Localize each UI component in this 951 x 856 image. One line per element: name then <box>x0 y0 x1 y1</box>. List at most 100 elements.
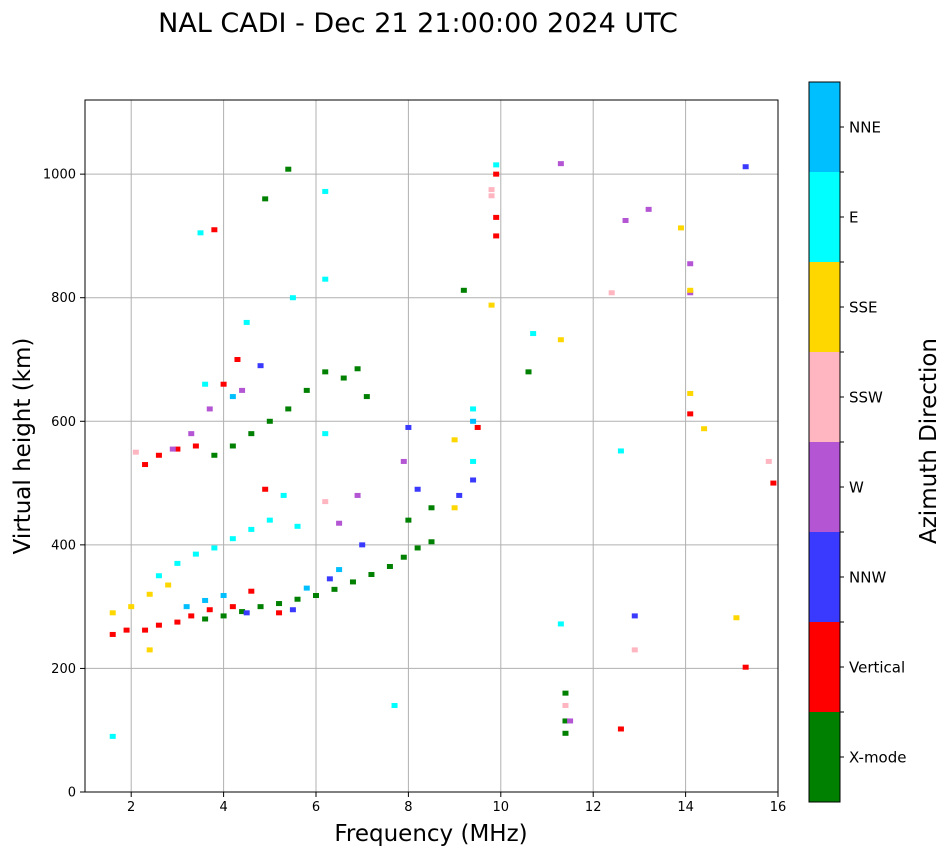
data-point <box>322 276 329 282</box>
data-point <box>451 437 458 443</box>
series-nne <box>183 394 477 610</box>
series-ssw <box>132 187 772 708</box>
data-point <box>631 613 638 619</box>
data-point <box>687 390 694 396</box>
data-point <box>391 703 398 708</box>
data-point <box>243 610 250 616</box>
plot-frame <box>84 99 779 793</box>
x-tick-label: 2 <box>127 800 135 815</box>
data-point <box>742 664 749 670</box>
data-point <box>645 206 652 212</box>
data-point <box>354 366 361 372</box>
data-point <box>303 585 310 591</box>
data-point <box>405 517 412 523</box>
data-point <box>109 631 116 637</box>
data-point <box>248 526 255 532</box>
data-point <box>493 233 500 239</box>
colorbar-segment <box>809 352 840 442</box>
data-point <box>206 406 213 412</box>
data-point <box>276 601 283 607</box>
data-point <box>188 431 195 437</box>
data-point <box>322 188 329 194</box>
data-point <box>405 424 412 430</box>
data-point <box>289 607 296 613</box>
data-point <box>280 492 287 498</box>
x-tick-label: 14 <box>677 800 694 815</box>
data-point <box>400 458 407 464</box>
data-point <box>470 458 477 464</box>
data-point <box>313 593 319 599</box>
colorbar-label: Azimuth Direction <box>916 338 942 544</box>
data-point <box>202 597 209 603</box>
data-point <box>174 446 181 452</box>
data-point <box>202 616 209 622</box>
colorbar-tick-label: E <box>849 209 858 227</box>
y-axis-label: Virtual height (km) <box>10 338 36 555</box>
data-point <box>266 517 273 523</box>
colorbar-segment <box>809 712 840 802</box>
data-point <box>331 586 338 592</box>
colorbar-tick-label: SSE <box>849 299 878 317</box>
data-point <box>414 545 421 551</box>
data-point <box>229 394 236 400</box>
colorbar-tick-label: NNE <box>849 119 881 137</box>
data-point <box>174 560 181 566</box>
data-point <box>220 381 227 387</box>
data-point <box>326 576 333 582</box>
data-point <box>294 523 301 529</box>
y-tick-label: 800 <box>51 291 76 306</box>
data-point <box>303 387 310 393</box>
colorbar-tick-label: NNW <box>849 569 886 587</box>
data-point <box>622 217 629 223</box>
colorbar: X-mode Vertical NNW W SSW SSE E NNE <box>808 81 906 803</box>
data-point <box>687 287 694 293</box>
data-point <box>687 411 694 417</box>
data-point <box>192 551 199 557</box>
data-point <box>146 647 153 653</box>
data-point <box>488 302 495 308</box>
data-point <box>562 718 569 724</box>
data-point <box>414 486 421 492</box>
data-point <box>322 431 329 437</box>
data-point <box>557 161 564 167</box>
series-e <box>109 162 624 739</box>
data-point <box>428 505 435 511</box>
x-ticks: 2 4 6 8 10 12 14 16 <box>127 792 786 815</box>
data-point <box>765 458 772 464</box>
colorbar-segment <box>809 442 840 532</box>
data-point <box>770 480 777 486</box>
series-vertical <box>109 171 777 732</box>
data-point <box>123 627 130 633</box>
data-point <box>631 647 638 653</box>
data-point <box>428 539 435 545</box>
data-point <box>493 162 500 168</box>
data-point <box>229 604 236 610</box>
data-point <box>202 381 209 387</box>
x-tick-label: 16 <box>770 800 787 815</box>
data-point <box>211 452 218 458</box>
data-point <box>567 718 574 724</box>
colorbar-tick-label: X-mode <box>849 749 906 767</box>
data-point <box>155 452 162 458</box>
data-point <box>128 604 135 610</box>
data-point <box>262 196 269 202</box>
data-point <box>322 499 329 505</box>
data-point <box>285 166 292 172</box>
data-point <box>617 726 624 732</box>
data-point <box>354 492 361 498</box>
data-point <box>165 582 172 588</box>
data-point <box>562 730 569 736</box>
data-point <box>188 613 195 619</box>
y-tick-label: 600 <box>51 415 76 430</box>
x-tick-label: 12 <box>585 800 602 815</box>
data-point <box>557 621 564 627</box>
data-point <box>174 619 181 625</box>
data-point <box>243 319 250 325</box>
data-point <box>562 703 569 708</box>
data-point <box>474 424 481 430</box>
data-point <box>197 230 204 236</box>
data-point <box>336 567 343 573</box>
data-point <box>493 171 500 177</box>
data-point <box>557 337 564 343</box>
